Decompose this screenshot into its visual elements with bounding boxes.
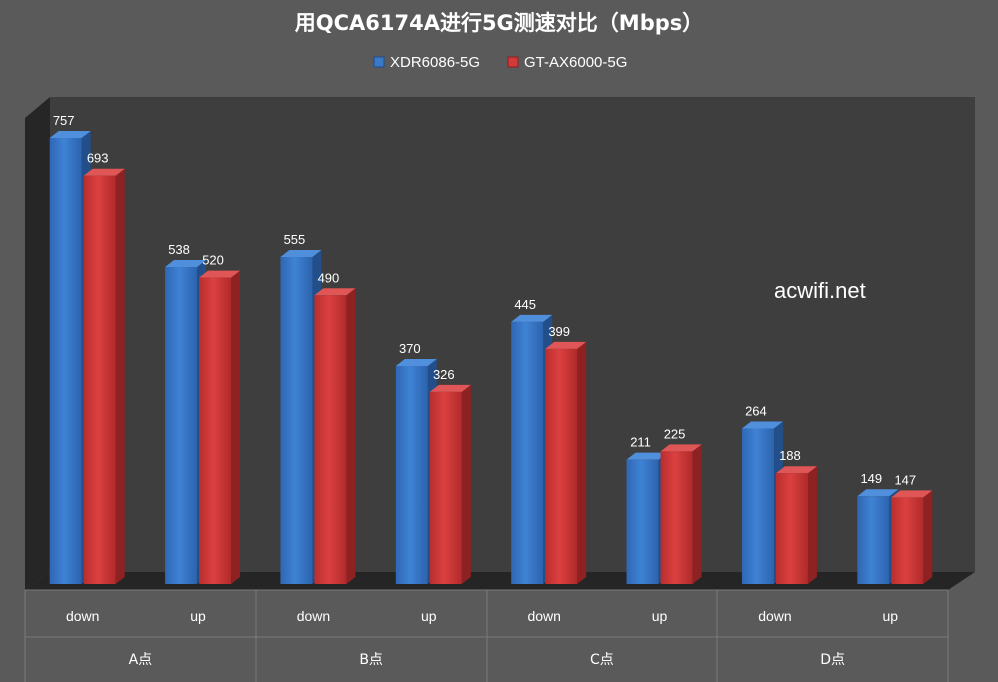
data-label-xdr6086-0: 757	[53, 113, 75, 128]
bar-gtax6000-6	[775, 466, 817, 584]
category-label-2: down	[297, 608, 330, 624]
legend-label-xdr6086: XDR6086-5G	[390, 54, 480, 71]
legend: XDR6086-5G GT-AX6000-5G	[373, 54, 627, 71]
data-label-xdr6086-7: 149	[860, 471, 882, 486]
floor	[25, 572, 975, 590]
legend-label-gtax6000: GT-AX6000-5G	[524, 54, 627, 71]
group-label-3: D点	[820, 652, 845, 668]
bars	[49, 131, 933, 585]
data-label-xdr6086-6: 264	[745, 403, 767, 418]
data-label-gtax6000-5: 225	[664, 426, 686, 441]
chart-title: 用QCA6174A进行5G测速对比（Mbps）	[295, 11, 704, 35]
data-label-gtax6000-6: 188	[779, 448, 801, 463]
bar-gtax6000-7	[891, 490, 933, 584]
data-label-xdr6086-5: 211	[630, 435, 651, 450]
legend-swatch-gtax6000	[507, 56, 519, 68]
bar-gtax6000-2	[314, 288, 356, 584]
data-label-gtax6000-0: 693	[87, 151, 109, 166]
bar-gtax6000-4	[545, 341, 587, 584]
bar-gtax6000-5	[660, 444, 702, 584]
category-label-0: down	[66, 608, 99, 624]
x-axis-table	[24, 589, 949, 682]
category-label-3: up	[421, 608, 437, 624]
data-label-xdr6086-2: 555	[284, 232, 306, 247]
bar-gtax6000-3	[429, 384, 471, 584]
category-label-5: up	[652, 608, 668, 624]
group-label-2: C点	[590, 652, 614, 668]
watermark: acwifi.net	[774, 278, 866, 303]
data-label-gtax6000-4: 399	[548, 324, 570, 339]
data-label-gtax6000-3: 326	[433, 367, 455, 382]
data-label-gtax6000-1: 520	[202, 253, 224, 268]
category-label-4: down	[527, 608, 560, 624]
category-label-1: up	[190, 608, 206, 624]
legend-swatch-xdr6086	[373, 56, 385, 68]
data-label-xdr6086-1: 538	[168, 242, 190, 257]
bar-gtax6000-1	[199, 270, 241, 584]
side-wall	[25, 97, 50, 590]
data-label-gtax6000-2: 490	[318, 270, 340, 285]
data-label-xdr6086-3: 370	[399, 341, 421, 356]
category-label-7: up	[883, 608, 899, 624]
bar-gtax6000-0	[83, 168, 125, 585]
data-label-gtax6000-7: 147	[894, 472, 916, 487]
group-label-1: B点	[359, 652, 383, 668]
labels: 757 693 down 538 520 up 555 490 down 370 326 up 445 3…	[53, 113, 916, 668]
group-label-0: A点	[129, 652, 153, 668]
category-label-6: down	[758, 608, 791, 624]
data-label-xdr6086-4: 445	[514, 297, 536, 312]
